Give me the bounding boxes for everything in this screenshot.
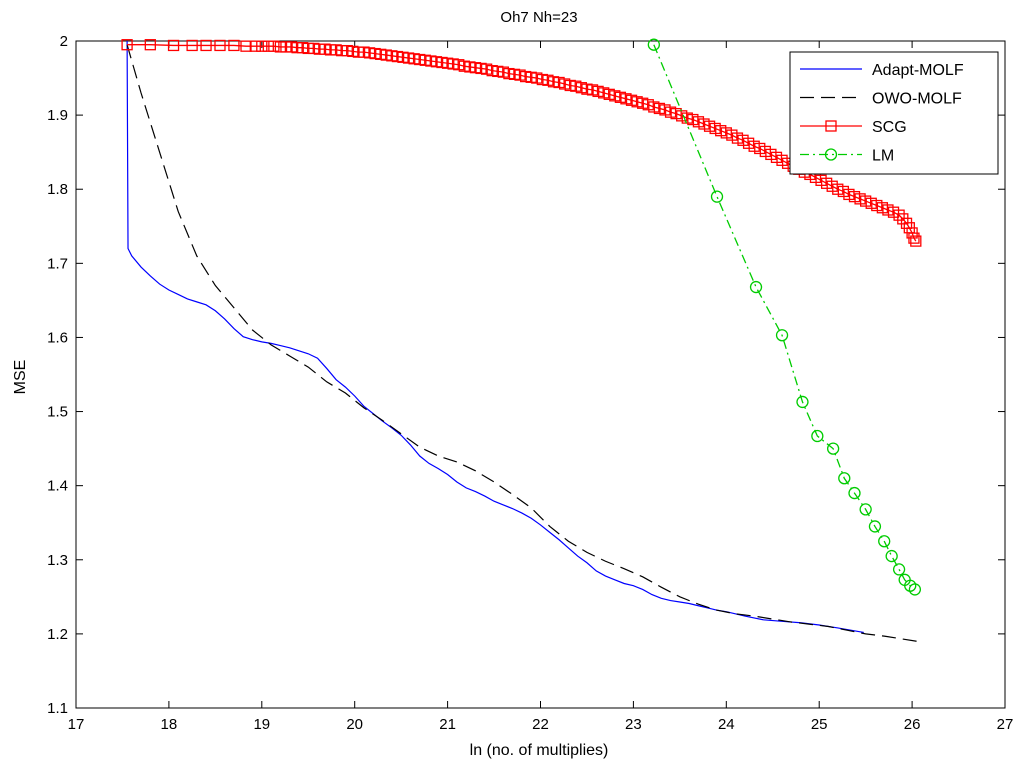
- legend-label-owo-molf: OWO-MOLF: [872, 91, 962, 108]
- series-line-adapt-molf: [126, 40, 864, 634]
- x-tick-label: 18: [161, 716, 178, 733]
- data-point-scg: [893, 209, 905, 221]
- data-point-lm: [710, 190, 724, 203]
- series-line-owo-molf: [126, 44, 917, 642]
- x-tick-label: 19: [253, 716, 270, 733]
- x-axis-title: ln (no. of multiplies): [470, 742, 609, 759]
- y-tick-label: 1.6: [47, 329, 68, 346]
- y-tick-label: 1.5: [47, 404, 68, 421]
- series-layer: [121, 38, 922, 642]
- legend-label-adapt-molf: Adapt-MOLF: [872, 62, 964, 79]
- data-point-lm: [848, 486, 861, 500]
- data-point-scg: [167, 39, 180, 52]
- data-point-lm: [885, 549, 898, 563]
- x-tick-label: 27: [997, 716, 1014, 733]
- x-tick-label: 21: [439, 716, 456, 733]
- x-tick-label: 24: [718, 716, 735, 733]
- data-point-lm: [826, 442, 840, 455]
- y-tick-label: 1.1: [47, 700, 68, 717]
- axis-ticks: 17 18 19 20 21 22 23 24 25 26 27 1.1 1.2 1.3 1.4 1.5 1.6…: [47, 33, 1013, 733]
- y-tick-label: 2: [60, 33, 68, 50]
- data-point-scg: [249, 40, 261, 52]
- x-tick-label: 23: [625, 716, 642, 733]
- data-point-lm: [647, 38, 660, 51]
- data-point-lm: [838, 472, 851, 485]
- legend-label-lm: LM: [872, 148, 894, 165]
- series-lm: [647, 38, 922, 596]
- series-owo-molf: [126, 44, 917, 642]
- y-tick-label: 1.2: [47, 626, 68, 643]
- y-tick-label: 1.4: [47, 478, 68, 495]
- legend-box: [789, 51, 999, 175]
- y-tick-label: 1.3: [47, 552, 68, 569]
- legend-marker-scg: [825, 120, 837, 132]
- y-axis-title: MSE: [12, 360, 29, 395]
- legend: Adapt-MOLF OWO-MOLF SCG LM: [789, 51, 999, 175]
- x-tick-label: 22: [532, 716, 549, 733]
- data-point-scg: [214, 39, 226, 52]
- data-point-lm: [878, 535, 891, 548]
- data-point-lm: [859, 503, 872, 516]
- data-point-lm: [749, 280, 763, 294]
- y-tick-label: 1.7: [47, 255, 68, 272]
- data-point-lm: [796, 395, 809, 409]
- series-line-scg: [127, 44, 917, 242]
- data-point-scg: [910, 235, 922, 247]
- series-adapt-molf: [126, 40, 864, 634]
- data-point-lm: [892, 563, 906, 576]
- data-point-lm: [868, 520, 882, 533]
- y-tick-label: 1.9: [47, 107, 68, 124]
- data-point-lm: [908, 583, 922, 596]
- data-point-scg: [200, 39, 212, 52]
- data-point-scg: [256, 40, 268, 52]
- x-tick-label: 20: [346, 716, 363, 733]
- y-tick-label: 1.8: [47, 181, 68, 198]
- series-line-lm: [653, 44, 916, 590]
- data-point-scg: [240, 40, 252, 52]
- series-scg: [121, 39, 922, 247]
- x-tick-label: 25: [811, 716, 828, 733]
- legend-label-scg: SCG: [872, 119, 907, 136]
- x-tick-label: 17: [68, 716, 85, 733]
- data-point-lm: [775, 329, 789, 342]
- legend-marker-lm: [824, 148, 838, 161]
- data-point-scg: [228, 39, 240, 52]
- data-point-scg: [268, 40, 280, 52]
- data-point-scg: [908, 232, 920, 244]
- data-point-lm: [811, 429, 824, 443]
- data-point-scg: [144, 39, 156, 51]
- x-tick-label: 26: [904, 716, 921, 733]
- data-point-scg: [186, 39, 198, 52]
- chart-title: Oh7 Nh=23: [500, 9, 577, 26]
- data-point-scg: [121, 39, 133, 51]
